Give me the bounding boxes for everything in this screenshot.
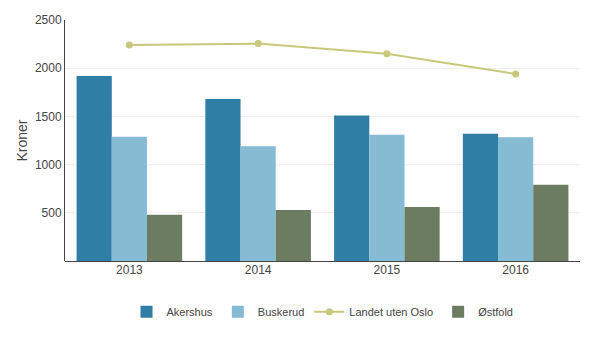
svg-text:2500: 2500	[35, 13, 62, 27]
svg-text:2015: 2015	[374, 263, 401, 277]
svg-text:1000: 1000	[35, 158, 62, 172]
svg-text:2014: 2014	[245, 263, 272, 277]
svg-text:Østfold: Østfold	[478, 306, 513, 318]
svg-text:2000: 2000	[35, 61, 62, 75]
svg-text:Landet uten Oslo: Landet uten Oslo	[349, 306, 433, 318]
svg-text:500: 500	[42, 206, 62, 220]
svg-text:Akershus: Akershus	[167, 306, 213, 318]
svg-text:Kroner: Kroner	[14, 119, 30, 161]
svg-text:Buskerud: Buskerud	[258, 306, 304, 318]
svg-text:2016: 2016	[502, 263, 529, 277]
svg-text:2013: 2013	[116, 263, 143, 277]
svg-text:1500: 1500	[35, 110, 62, 124]
